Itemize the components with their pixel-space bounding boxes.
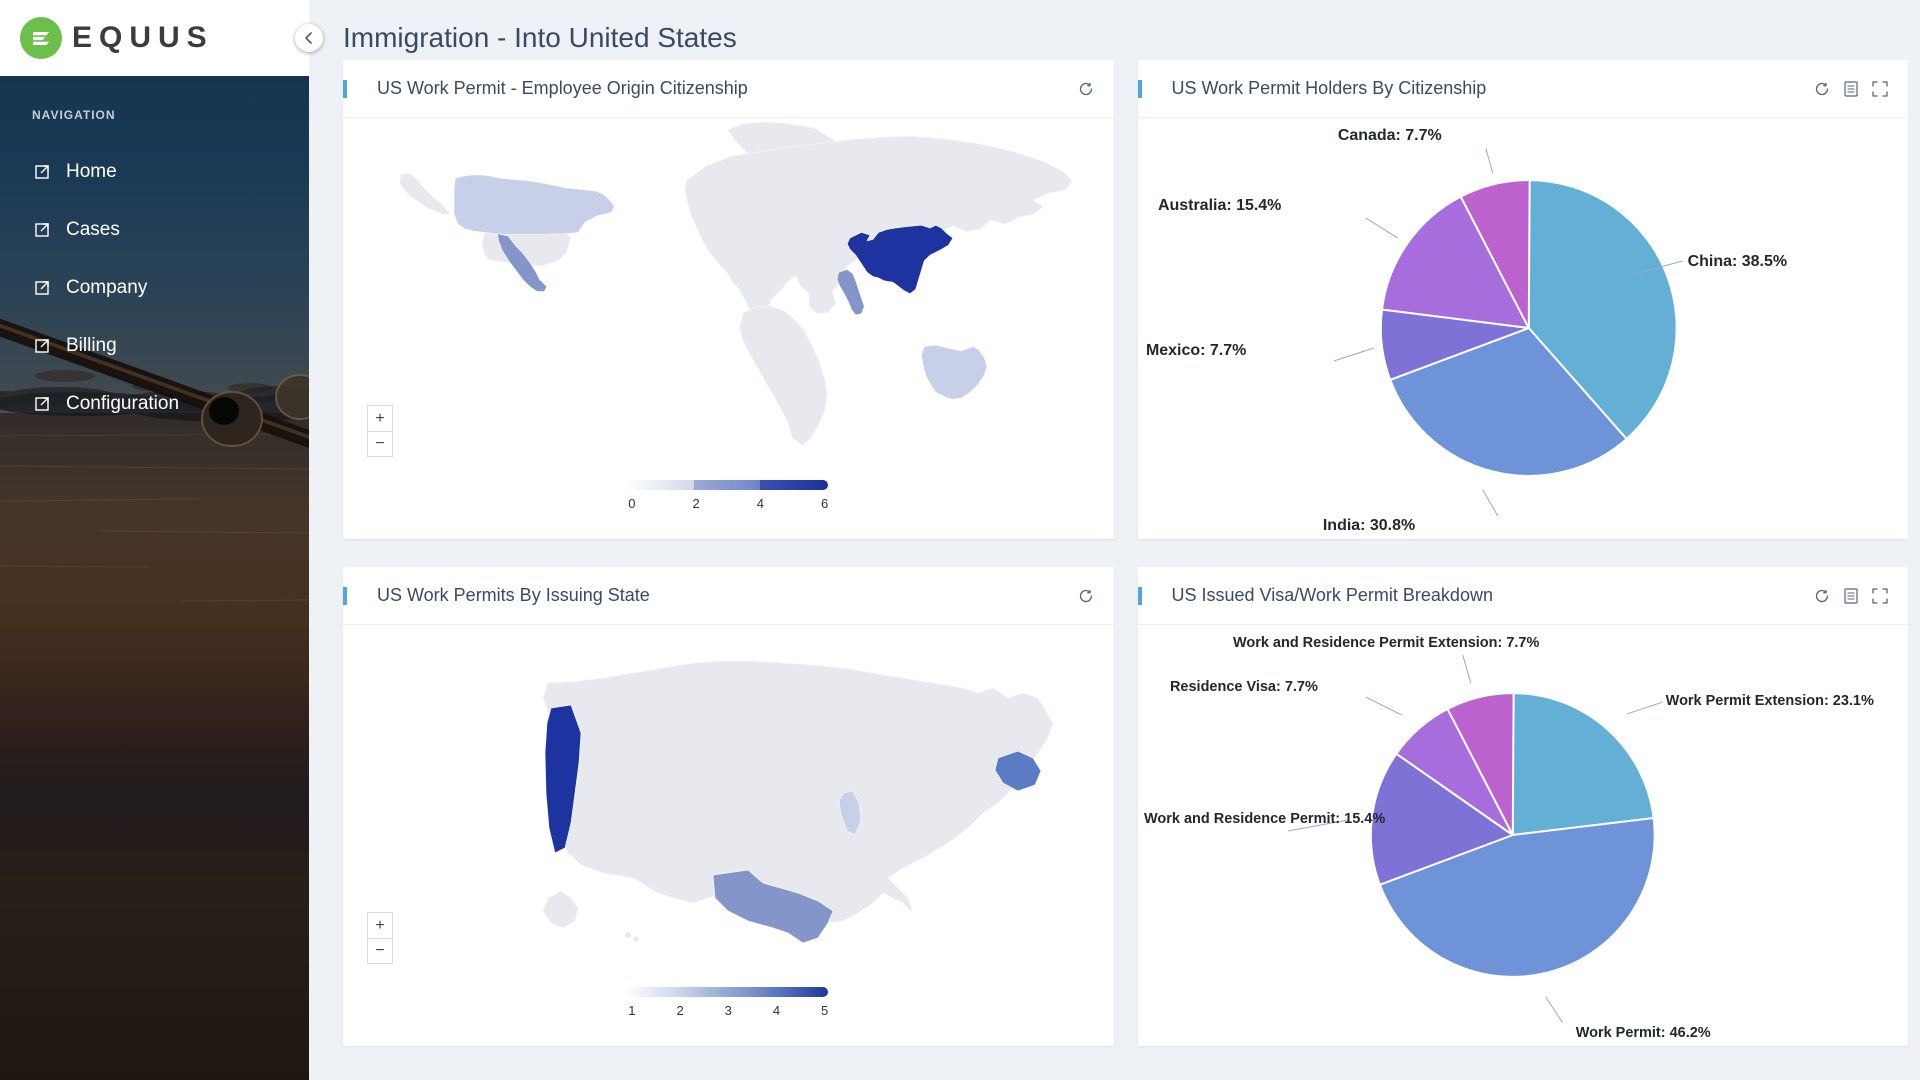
- svg-text:Mexico: 7.7%: Mexico: 7.7%: [1145, 342, 1245, 359]
- svg-text:Work and Residence Permit Exte: Work and Residence Permit Extension: 7.7…: [1232, 635, 1539, 651]
- svg-text:India: 30.8%: India: 30.8%: [1322, 517, 1414, 534]
- svg-text:Work and Residence Permit: 15.: Work and Residence Permit: 15.4%: [1143, 811, 1384, 827]
- svg-text:Work Permit: 46.2%: Work Permit: 46.2%: [1575, 1025, 1710, 1041]
- svg-text:China: 38.5%: China: 38.5%: [1687, 253, 1786, 270]
- svg-text:Work Permit Extension: 23.1%: Work Permit Extension: 23.1%: [1665, 693, 1873, 709]
- svg-text:Canada: 7.7%: Canada: 7.7%: [1337, 127, 1441, 144]
- svg-text:Residence Visa: 7.7%: Residence Visa: 7.7%: [1169, 679, 1317, 695]
- svg-text:Australia: 15.4%: Australia: 15.4%: [1157, 197, 1280, 214]
